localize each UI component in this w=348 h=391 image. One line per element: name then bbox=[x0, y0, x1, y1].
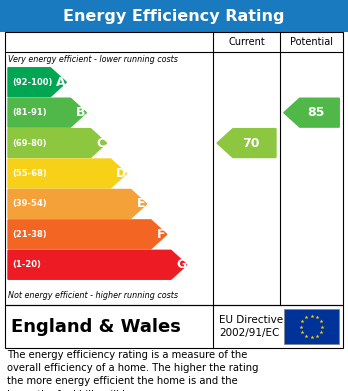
Bar bbox=[284, 309, 339, 344]
Text: (92-100): (92-100) bbox=[12, 78, 53, 87]
Text: (1-20): (1-20) bbox=[12, 260, 41, 269]
Bar bbox=[5, 32, 343, 305]
Polygon shape bbox=[284, 98, 339, 127]
Text: A: A bbox=[56, 76, 65, 89]
Text: (81-91): (81-91) bbox=[12, 108, 47, 117]
Polygon shape bbox=[8, 159, 127, 188]
Polygon shape bbox=[8, 220, 167, 249]
Text: (55-68): (55-68) bbox=[12, 169, 47, 178]
Text: The energy efficiency rating is a measure of the
overall efficiency of a home. T: The energy efficiency rating is a measur… bbox=[7, 350, 259, 391]
Text: C: C bbox=[96, 136, 105, 150]
Text: (21-38): (21-38) bbox=[12, 230, 47, 239]
Text: Not energy efficient - higher running costs: Not energy efficient - higher running co… bbox=[8, 292, 178, 301]
Bar bbox=[5, 305, 343, 348]
Text: F: F bbox=[157, 228, 165, 241]
Text: EU Directive: EU Directive bbox=[219, 315, 283, 325]
Text: D: D bbox=[116, 167, 126, 180]
Text: B: B bbox=[76, 106, 86, 119]
Text: 70: 70 bbox=[243, 136, 260, 150]
Text: Very energy efficient - lower running costs: Very energy efficient - lower running co… bbox=[8, 55, 178, 64]
Text: Energy Efficiency Rating: Energy Efficiency Rating bbox=[63, 9, 285, 23]
Text: Current: Current bbox=[228, 37, 265, 47]
Text: (39-54): (39-54) bbox=[12, 199, 47, 208]
Polygon shape bbox=[8, 98, 86, 127]
Polygon shape bbox=[8, 68, 66, 97]
Text: G: G bbox=[176, 258, 187, 271]
Polygon shape bbox=[8, 250, 187, 279]
Text: (69-80): (69-80) bbox=[12, 138, 47, 147]
Polygon shape bbox=[217, 129, 276, 158]
Bar bbox=[0, 0, 348, 32]
Polygon shape bbox=[8, 129, 106, 158]
Text: Potential: Potential bbox=[290, 37, 333, 47]
Text: 2002/91/EC: 2002/91/EC bbox=[219, 328, 279, 338]
Text: 85: 85 bbox=[307, 106, 325, 119]
Text: E: E bbox=[137, 197, 145, 210]
Polygon shape bbox=[8, 190, 147, 219]
Text: England & Wales: England & Wales bbox=[11, 317, 181, 335]
